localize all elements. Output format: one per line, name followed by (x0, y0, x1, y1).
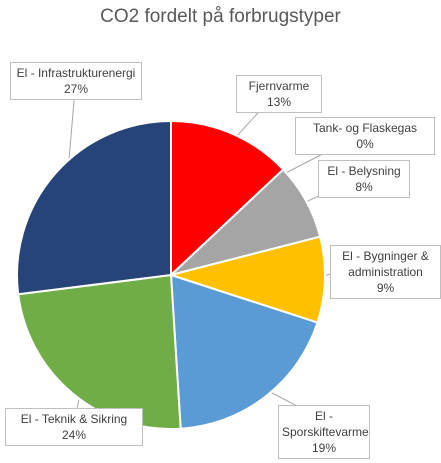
category-label: El - Teknik & Sikring (20, 412, 128, 426)
value-label: 9% (376, 281, 395, 295)
category-label: El - Belysning (327, 164, 401, 178)
category-label: El - Sporskiftevarme (282, 409, 369, 439)
pie-slice (169, 273, 319, 430)
value-label: 8% (355, 180, 373, 194)
pie-slice (167, 235, 326, 324)
category-label: El - Bygninger & administration (342, 249, 429, 279)
data-label: El - Infrastrukturenergi 27% (10, 62, 142, 100)
pie-slice (16, 119, 172, 296)
pie-slice (170, 119, 285, 278)
category-label: Fjernvarme (248, 79, 310, 93)
data-label: El - Bygninger & administration 9% (330, 245, 441, 299)
chart-title: CO2 fordelt på forbrugstyper (100, 6, 341, 27)
data-label: Fjernvarme 13% (236, 75, 322, 113)
data-label: El - Teknik & Sikring 24% (5, 408, 143, 446)
value-label: 13% (266, 95, 292, 109)
value-label: 24% (61, 428, 87, 442)
data-label: Tank- og Flaskegas 0% (295, 117, 435, 155)
pie-slice (17, 273, 182, 430)
data-label: El - Belysning 8% (318, 160, 410, 198)
value-label: 0% (356, 137, 374, 151)
data-label: El - Sporskiftevarme 19% (278, 405, 370, 459)
value-label: 19% (311, 441, 337, 455)
value-label: 27% (63, 82, 89, 96)
category-label: El - Infrastrukturenergi (16, 66, 136, 80)
category-label: Tank- og Flaskegas (312, 121, 418, 135)
